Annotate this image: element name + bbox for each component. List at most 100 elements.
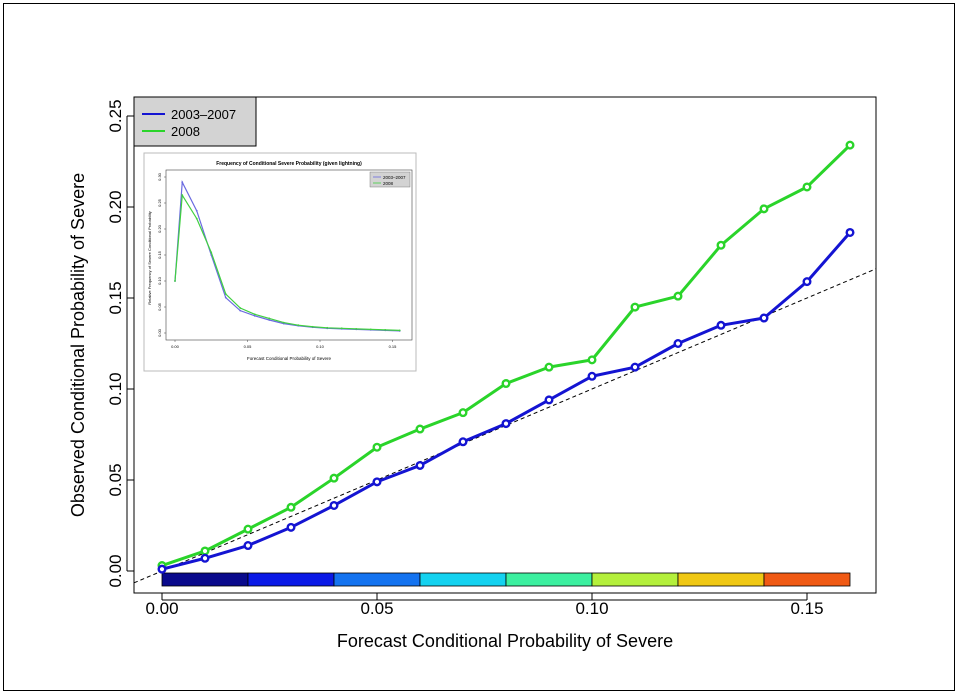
inset-x-tick-label: 0.10 <box>316 344 325 349</box>
data-point-series-1 <box>157 564 167 574</box>
inset-data-point-series-2 <box>224 293 227 295</box>
x-tick-label: 0.10 <box>575 599 608 618</box>
y-tick-label: 0.00 <box>106 554 125 587</box>
data-point-series-2 <box>802 182 812 192</box>
data-point-series-2 <box>673 291 683 301</box>
data-point-series-2 <box>716 240 726 250</box>
inset-data-point-series-2 <box>369 328 372 331</box>
inset-y-tick-label: 0.20 <box>157 224 162 233</box>
inset-data-point-series-2 <box>239 307 242 309</box>
data-point-series-2 <box>458 408 468 418</box>
data-point-series-2 <box>630 302 640 312</box>
data-point-series-1 <box>501 419 511 429</box>
data-point-series-1 <box>802 277 812 287</box>
inset-data-point-series-2 <box>326 326 329 329</box>
inset-y-tick-label: 0.00 <box>157 328 162 337</box>
data-point-series-2 <box>501 379 511 389</box>
color-bar-segment-7 <box>677 572 765 587</box>
data-point-series-2 <box>759 204 769 214</box>
data-point-series-1 <box>544 395 554 405</box>
inset-legend-label-1: 2003–2007 <box>383 175 406 180</box>
data-point-series-2 <box>243 524 253 534</box>
inset-title: Frequency of Conditional Severe Probabil… <box>216 161 362 167</box>
legend-label-series-1: 2003–2007 <box>171 107 236 122</box>
inset-data-point-series-2 <box>282 321 285 324</box>
inset-data-point-series-2 <box>268 317 271 320</box>
inset-x-tick-label: 0.05 <box>244 344 253 349</box>
inset-legend-label-2: 2008 <box>383 181 394 186</box>
data-point-series-2 <box>845 140 855 150</box>
inset-y-axis-label: Relative Frequency of Severe Conditional… <box>147 211 152 305</box>
data-point-series-2 <box>200 546 210 556</box>
inset-data-point-series-2 <box>398 329 401 332</box>
y-tick-label: 0.05 <box>106 463 125 496</box>
inset-x-tick-label: 0.15 <box>389 344 398 349</box>
plot-box <box>133 96 877 594</box>
data-point-series-1 <box>458 437 468 447</box>
color-bar-segment-1 <box>161 572 249 587</box>
color-bar-segment-2 <box>247 572 335 587</box>
color-bar-segment-8 <box>763 572 851 587</box>
inset-data-point-series-1 <box>181 181 184 184</box>
data-point-series-1 <box>759 313 769 323</box>
main-plot-layer: 0.00 0.05 0.10 0.15 0.00 0.05 0.10 0.15 0.20 0.25 <box>106 99 877 618</box>
data-point-series-1 <box>286 522 296 532</box>
inset-legend: 2003–2007 2008 <box>369 171 411 188</box>
inset-box <box>143 152 417 372</box>
inset-x-axis-label: Forecast Conditional Probability of Seve… <box>247 356 332 361</box>
data-point-series-2 <box>372 442 382 452</box>
data-point-series-2 <box>544 362 554 372</box>
inset-data-point-series-2 <box>195 217 198 220</box>
data-point-series-1 <box>372 477 382 487</box>
inset-y-tick-label: 0.15 <box>157 250 162 259</box>
y-tick-label: 0.25 <box>106 99 125 132</box>
data-point-series-1 <box>716 320 726 330</box>
data-point-series-1 <box>329 500 339 510</box>
inset-plot-layer: 0.00 0.05 0.10 0.15 0.00 0.05 0.10 0.15 0.20 0.25… <box>157 172 401 349</box>
x-tick-label: 0.15 <box>790 599 823 618</box>
main-legend: 2003–2007 2008 <box>133 96 257 147</box>
data-point-series-1 <box>415 460 425 470</box>
inset-data-point-series-2 <box>210 251 213 254</box>
data-point-series-1 <box>243 541 253 551</box>
y-tick-label: 0.15 <box>106 281 125 314</box>
x-tick-label: 0.05 <box>360 599 393 618</box>
color-bar-segment-3 <box>333 572 421 587</box>
data-point-series-1 <box>630 362 640 372</box>
legend-label-series-2: 2008 <box>171 124 200 139</box>
data-point-series-1 <box>845 227 855 237</box>
y-tick-label: 0.10 <box>106 372 125 405</box>
inset-data-point-series-1 <box>253 314 256 317</box>
x-tick-label: 0.00 <box>145 599 178 618</box>
data-point-series-2 <box>329 473 339 483</box>
inset-chart: Frequency of Conditional Severe Probabil… <box>143 152 417 372</box>
y-axis-label: Observed Conditional Probability of Seve… <box>68 173 88 517</box>
inset-y-tick-label: 0.10 <box>157 276 162 285</box>
inset-y-tick-label: 0.30 <box>157 172 162 181</box>
inset-data-point-series-1 <box>239 309 242 312</box>
data-point-series-2 <box>587 355 597 365</box>
data-point-series-1 <box>587 371 597 381</box>
inset-data-point-series-1 <box>224 296 227 299</box>
inset-data-point-series-2 <box>355 327 358 330</box>
y-tick-label: 0.20 <box>106 190 125 223</box>
data-point-series-1 <box>200 553 210 563</box>
data-point-series-2 <box>415 424 425 434</box>
color-bar-segment-5 <box>505 572 593 587</box>
inset-y-tick-label: 0.05 <box>157 302 162 311</box>
inset-x-tick-label: 0.00 <box>171 344 180 349</box>
inset-data-point-series-2 <box>340 327 343 330</box>
inset-data-point-series-2 <box>253 313 256 316</box>
data-point-series-2 <box>286 502 296 512</box>
inset-data-point-series-2 <box>181 194 184 197</box>
inset-data-point-series-1 <box>268 319 271 321</box>
color-bar-segment-4 <box>419 572 507 587</box>
inset-data-point-series-2 <box>311 325 314 328</box>
inset-data-point-series-2 <box>174 280 176 282</box>
x-axis-label: Forecast Conditional Probability of Seve… <box>337 631 673 651</box>
inset-data-point-series-2 <box>297 324 300 327</box>
inset-data-point-series-1 <box>195 209 198 212</box>
inset-y-tick-label: 0.25 <box>157 198 162 207</box>
color-bar-segment-6 <box>591 572 679 587</box>
